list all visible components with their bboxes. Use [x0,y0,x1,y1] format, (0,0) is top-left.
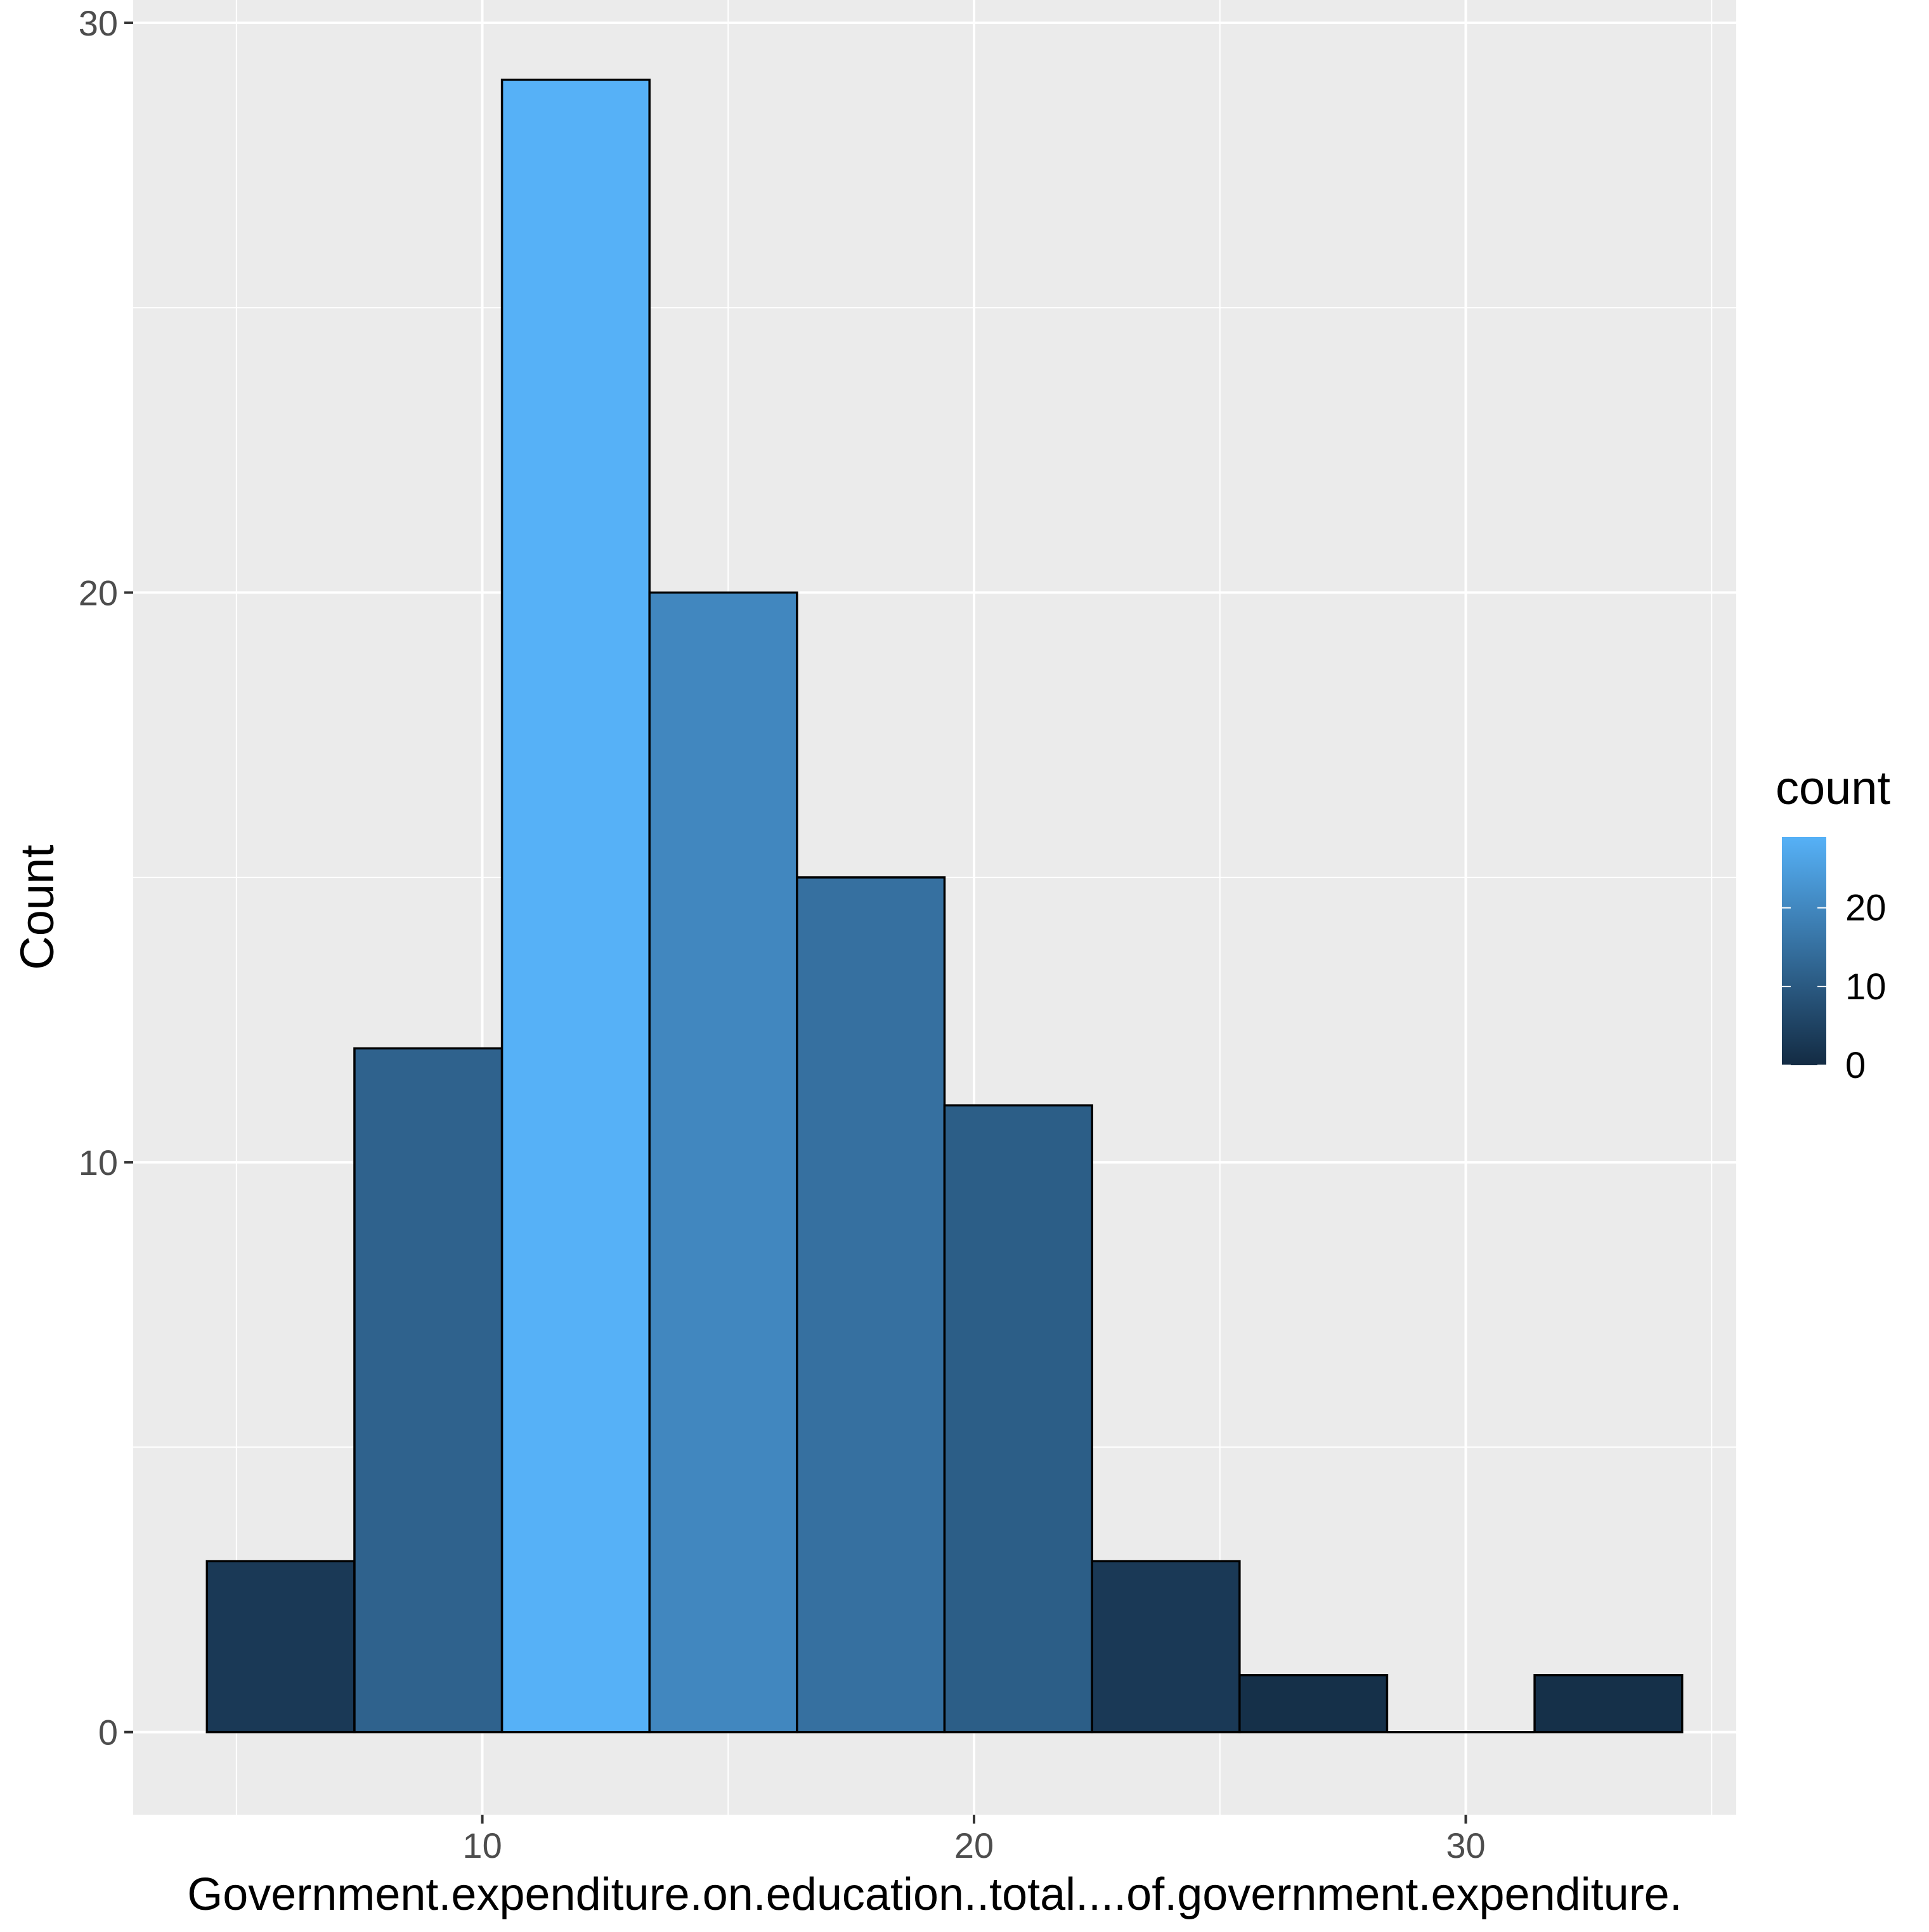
histogram-bar-10 [1533,1674,1684,1734]
histogram-bars [205,79,1684,1734]
legend-title: count [1776,762,1890,814]
legend-colorbar [1782,837,1826,1065]
x-tick-label: 10 [462,1825,502,1865]
x-tick-label: 30 [1446,1825,1485,1865]
histogram-bar-3 [500,79,651,1734]
histogram-bar-6 [943,1104,1093,1734]
histogram-bar-7 [1091,1560,1241,1734]
y-axis-title: Count [11,845,63,970]
x-axis: 10 20 30 [462,1815,1486,1865]
histogram-bar-4 [648,591,798,1734]
x-tick-label: 20 [954,1825,994,1865]
x-axis-title: Government.expenditure.on.education..tot… [187,1869,1682,1920]
legend-tick-label: 10 [1845,966,1887,1008]
y-tick-label: 30 [79,3,118,43]
y-tick-label: 20 [79,573,118,613]
histogram-bar-2 [353,1047,503,1734]
histogram-bar-5 [796,876,946,1734]
color-legend: count 0 10 20 [1776,762,1890,1086]
y-axis: 0 10 20 30 [79,3,133,1753]
y-tick-label: 10 [79,1143,118,1183]
y-tick-label: 0 [98,1713,118,1753]
histogram-bar-1 [205,1560,356,1734]
legend-tick-label: 0 [1845,1045,1866,1086]
legend-tick-label: 20 [1845,888,1887,929]
histogram-bar-8 [1238,1674,1389,1734]
